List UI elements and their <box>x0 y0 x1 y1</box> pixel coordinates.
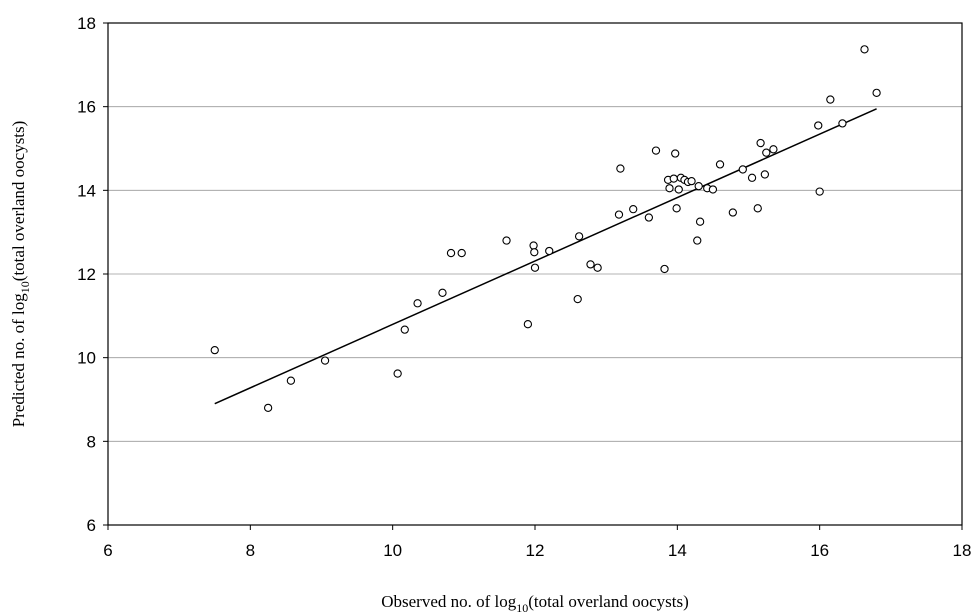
fit-line <box>214 108 877 405</box>
data-point <box>669 174 678 183</box>
data-point <box>672 204 681 213</box>
data-point <box>614 210 624 219</box>
data-point <box>286 376 296 385</box>
axis-ticks: 6 8 10 12 14 16 18 6 8 10 12 14 16 18 <box>77 14 971 560</box>
x-tick-label: 6 <box>103 541 112 560</box>
data-point <box>446 248 456 258</box>
data-point <box>694 181 703 191</box>
data-point <box>523 320 533 329</box>
data-point <box>814 121 823 130</box>
data-point <box>760 170 770 179</box>
data-point <box>644 213 654 222</box>
data-point <box>665 184 674 193</box>
data-point <box>263 403 273 413</box>
x-tick-label: 12 <box>526 541 545 560</box>
gridlines <box>108 106 962 442</box>
x-tick-label: 8 <box>246 541 255 560</box>
data-point <box>210 345 219 355</box>
y-tick-label: 12 <box>77 265 96 284</box>
data-point <box>593 263 602 272</box>
data-point <box>574 232 584 241</box>
data-point <box>753 204 762 213</box>
data-point <box>502 236 511 245</box>
y-tick-label: 6 <box>87 516 96 535</box>
data-point <box>738 165 747 174</box>
data-point <box>660 264 669 274</box>
data-point <box>320 356 330 365</box>
data-point <box>756 138 765 148</box>
data-point <box>695 217 705 226</box>
data-point <box>530 248 539 257</box>
x-tick-label: 10 <box>383 541 402 560</box>
data-point <box>769 145 778 154</box>
data-point <box>400 325 409 334</box>
data-points <box>210 45 881 413</box>
data-point <box>629 205 638 214</box>
data-point <box>687 176 696 186</box>
data-point <box>860 45 869 54</box>
data-point <box>815 187 824 196</box>
data-point <box>762 148 771 157</box>
y-tick-label: 16 <box>77 98 96 117</box>
data-point <box>573 294 582 304</box>
data-point <box>826 95 835 104</box>
data-point <box>616 164 625 173</box>
data-point <box>674 185 683 194</box>
data-point <box>438 288 447 297</box>
x-tick-label: 14 <box>668 541 687 560</box>
data-point <box>671 149 680 158</box>
data-point <box>838 119 847 128</box>
y-tick-label: 14 <box>77 181 96 200</box>
y-tick-label: 18 <box>77 14 96 33</box>
x-axis-label: Observed no. of log10(total overland ooc… <box>381 592 689 615</box>
y-axis-label: Predicted no. of log10(total overland oo… <box>9 121 32 428</box>
data-point <box>586 260 595 269</box>
data-point <box>545 246 554 256</box>
data-point <box>457 248 466 258</box>
y-tick-label: 10 <box>77 349 96 368</box>
data-point <box>747 173 757 182</box>
x-tick-label: 16 <box>810 541 829 560</box>
data-point <box>872 88 881 98</box>
data-point <box>715 160 725 169</box>
data-point <box>529 241 538 250</box>
data-point <box>728 208 737 217</box>
data-point <box>651 146 661 155</box>
x-tick-label: 18 <box>953 541 972 560</box>
data-point <box>530 263 540 272</box>
data-point <box>413 299 422 308</box>
data-point <box>708 185 718 194</box>
data-point <box>393 369 402 378</box>
data-point <box>693 236 702 245</box>
y-tick-label: 8 <box>87 432 96 451</box>
